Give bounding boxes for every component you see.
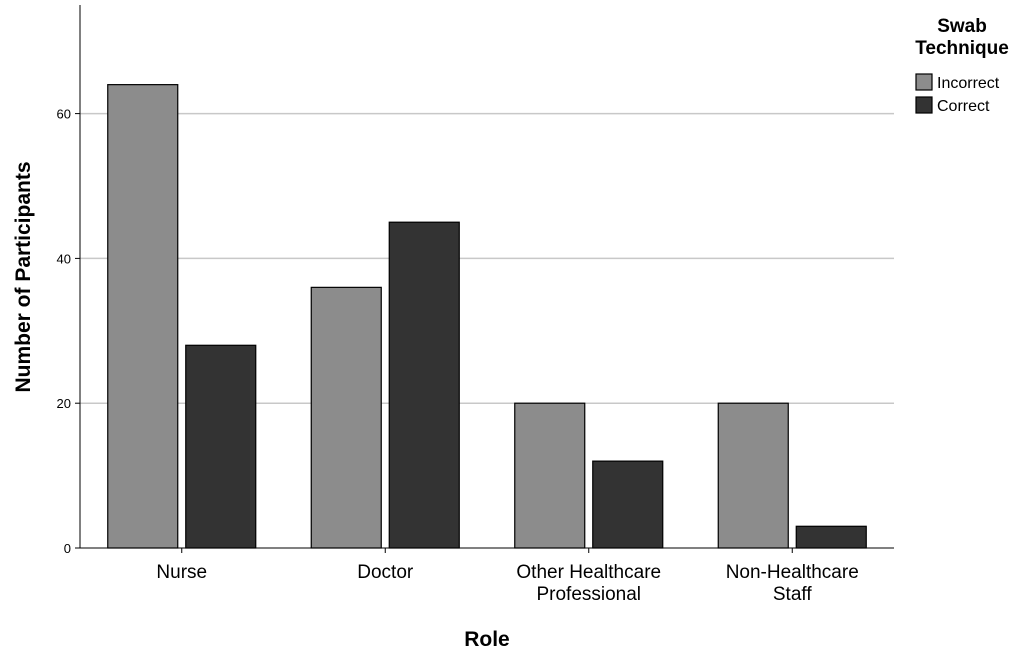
legend: Swab Technique Incorrect Correct <box>915 16 1009 115</box>
x-axis-title: Role <box>464 628 510 651</box>
legend-label-correct: Correct <box>937 98 990 115</box>
bar-incorrect <box>514 402 586 549</box>
bar-incorrect <box>310 286 382 549</box>
y-tick-label: 60 <box>57 107 71 122</box>
legend-title: Swab Technique <box>915 16 1009 59</box>
x-tick-label: Nurse <box>156 562 207 583</box>
x-tick-label-line: Other Healthcare <box>516 562 661 583</box>
y-tick-label: 20 <box>57 396 71 411</box>
x-tick-label-line: Nurse <box>156 562 207 583</box>
y-tick-labels: 0 20 40 60 <box>57 107 80 556</box>
x-tick-label-line: Staff <box>773 584 812 605</box>
bars <box>107 84 867 549</box>
bar-correct <box>185 344 257 549</box>
x-tick-label-line: Doctor <box>357 562 414 583</box>
legend-swatch-incorrect <box>915 73 933 91</box>
x-tick-label: Non-Healthcare Staff <box>726 562 859 605</box>
x-tick-label: Other Healthcare Professional <box>516 562 661 605</box>
legend-title-line: Swab <box>937 16 987 37</box>
x-tick-label: Doctor <box>357 562 414 583</box>
bar-incorrect <box>717 402 789 549</box>
x-tick-label-line: Professional <box>536 584 641 605</box>
legend-swatch-correct <box>915 96 933 114</box>
y-tick-label: 0 <box>64 541 71 556</box>
bar-incorrect <box>107 84 179 549</box>
x-tick-label-line: Non-Healthcare <box>726 562 859 583</box>
axes <box>79 5 894 549</box>
y-axis-title: Number of Participants <box>12 161 35 392</box>
legend-label-incorrect: Incorrect <box>937 75 1000 92</box>
bar-correct <box>388 221 460 549</box>
y-tick-label: 40 <box>57 251 71 266</box>
x-tick-labels: Nurse Doctor Other Healthcare Professional N… <box>156 548 859 605</box>
bar-correct <box>795 525 867 549</box>
bar-correct <box>592 460 664 549</box>
legend-title-line: Technique <box>915 38 1009 59</box>
